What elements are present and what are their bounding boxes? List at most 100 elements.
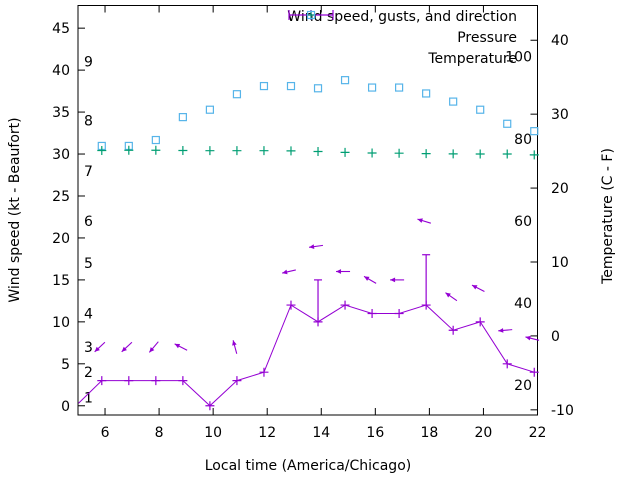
wind-speed-point (97, 376, 107, 386)
temperature-point (313, 84, 323, 93)
pressure-point (124, 145, 134, 155)
svg-text:8: 8 (84, 113, 93, 129)
temperature-point (449, 97, 458, 106)
wind-speed-point (529, 367, 539, 377)
svg-text:12: 12 (258, 425, 276, 441)
svg-text:6: 6 (101, 425, 110, 441)
wind-direction-arrow (471, 285, 478, 290)
pressure-series (97, 145, 539, 160)
wind-speed-point (124, 376, 134, 386)
pressure-point (394, 148, 404, 158)
svg-text:5: 5 (61, 357, 70, 373)
svg-text:30: 30 (551, 107, 569, 123)
svg-text:20: 20 (475, 425, 493, 441)
temperature-point (395, 83, 404, 92)
svg-text:8: 8 (155, 425, 164, 441)
wind-direction-arrow (232, 340, 237, 346)
plot-border (77, 5, 538, 416)
wind-speed-point (286, 300, 296, 310)
pressure-point (205, 146, 215, 156)
svg-text:0: 0 (551, 329, 560, 345)
pressure-point (367, 148, 377, 158)
pressure-point (97, 146, 107, 156)
temperature-point (259, 81, 269, 91)
svg-text:30: 30 (52, 147, 70, 163)
svg-text:3: 3 (84, 340, 93, 356)
svg-text:45: 45 (52, 21, 70, 37)
wind-direction-arrow (309, 244, 315, 249)
svg-text:16: 16 (366, 425, 384, 441)
temperature-point (530, 127, 539, 136)
svg-text:20: 20 (514, 378, 532, 394)
svg-text:100: 100 (505, 50, 532, 66)
temperature-point (340, 76, 350, 85)
svg-text:2: 2 (84, 365, 93, 381)
legend-sample-temperature-square-icon (307, 10, 316, 20)
legend-label-temperature: Temperature (428, 50, 517, 67)
pressure-point (502, 149, 512, 159)
pressure-point (421, 149, 431, 159)
wind-speed-point (151, 376, 161, 386)
pressure-point (340, 147, 350, 157)
wind-direction-arrow (336, 269, 342, 274)
pressure-point (529, 150, 539, 160)
wind-direction-arrow (174, 343, 181, 349)
svg-text:7: 7 (84, 164, 93, 180)
temperature-point (232, 90, 242, 99)
wind-speed-point (232, 376, 242, 386)
legend-label-pressure: Pressure (457, 29, 517, 46)
wind-speed-point (205, 401, 215, 411)
svg-text:40: 40 (52, 63, 70, 79)
wind-direction-arrow (525, 335, 531, 341)
wind-direction-arrow (390, 277, 396, 283)
wind-direction-arrow (445, 292, 451, 298)
svg-text:14: 14 (312, 425, 330, 441)
svg-text:0: 0 (61, 399, 70, 415)
wind-direction-arrow (149, 347, 155, 353)
svg-text:80: 80 (514, 132, 532, 148)
svg-text:40: 40 (551, 33, 569, 49)
wind-series (78, 254, 539, 411)
temperature-point (476, 105, 485, 114)
wind-speed-point (340, 300, 350, 310)
beaufort-scale-labels: 1 2 3 4 5 6 7 8 9 (84, 55, 93, 407)
pressure-point (259, 146, 269, 156)
svg-text:4: 4 (84, 306, 93, 322)
temperature-point (503, 119, 512, 128)
wind-direction-arrow (282, 269, 288, 275)
wind-direction-arrow (364, 276, 370, 281)
x-axis-title: Local time (America/Chicago) (204, 458, 412, 474)
svg-text:6: 6 (84, 214, 93, 230)
wind-speed-point (178, 376, 188, 386)
svg-text:1: 1 (84, 390, 93, 406)
x-axis-ticks: 6 8 10 12 14 16 18 20 22 (101, 5, 546, 441)
wind-speed-point (367, 308, 377, 318)
pressure-point (232, 146, 242, 156)
pressure-point (178, 146, 188, 156)
wind-speed-point (502, 359, 512, 369)
svg-text:20: 20 (551, 181, 569, 197)
svg-text:18: 18 (420, 425, 438, 441)
temperature-point (205, 105, 215, 114)
legend-entry-pressure: Pressure (287, 10, 517, 48)
temperature-point (367, 83, 377, 92)
pressure-point (475, 149, 485, 159)
svg-text:25: 25 (52, 189, 70, 205)
svg-text:-10: -10 (551, 403, 574, 419)
legend: Wind speed, gusts, and direction Pressur… (287, 6, 517, 69)
wind-speed-point (475, 317, 485, 327)
svg-text:60: 60 (514, 214, 532, 230)
svg-text:5: 5 (84, 256, 93, 272)
svg-text:10: 10 (551, 255, 569, 271)
wind-speed-line (78, 304, 535, 407)
pressure-point (313, 147, 323, 157)
fahrenheit-scale-labels: 20 40 60 80 100 (505, 50, 532, 395)
wind-direction-arrow (94, 346, 100, 352)
pressure-point (151, 145, 161, 155)
wind-direction-arrows (94, 218, 540, 354)
wind-speed-point (448, 325, 458, 335)
temperature-point (178, 113, 187, 122)
svg-text:10: 10 (204, 425, 222, 441)
